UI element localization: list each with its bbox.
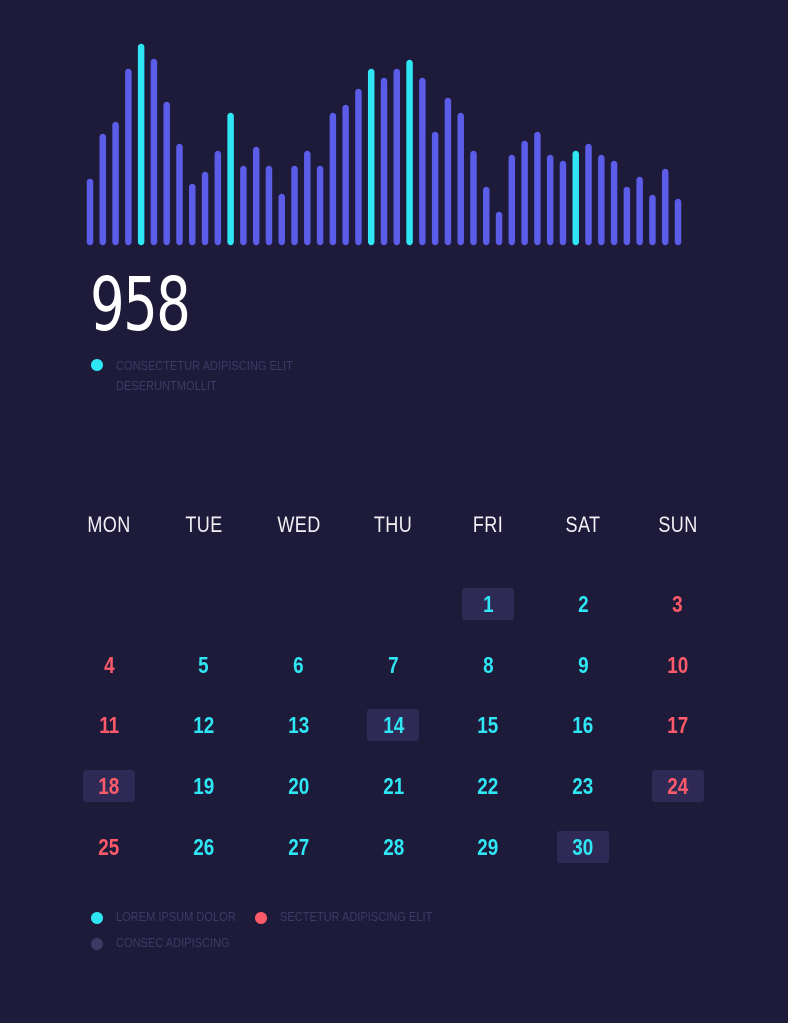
calendar-day-22[interactable]: 22 [477, 773, 499, 800]
legend-dot [255, 912, 267, 924]
legend-dot [91, 912, 103, 924]
calendar-day-16[interactable]: 16 [572, 712, 594, 739]
bar-chart [86, 43, 682, 246]
calendar-day-29[interactable]: 29 [477, 833, 499, 860]
summary-value: 958 [90, 262, 191, 348]
summary-dot [91, 359, 103, 371]
calendar-day-19[interactable]: 19 [193, 773, 215, 800]
calendar-day-15[interactable]: 15 [477, 712, 499, 739]
calendar-day-11[interactable]: 11 [99, 712, 119, 739]
calendar-day-18[interactable]: 18 [83, 770, 135, 803]
legend-dot [91, 938, 103, 950]
weekday-header: MON TUE WED THU FRI SAT SUN [62, 512, 726, 542]
calendar-day-9[interactable]: 9 [577, 651, 589, 678]
calendar-day-21[interactable]: 21 [382, 773, 404, 800]
calendar-day-23[interactable]: 23 [572, 773, 594, 800]
calendar-day-25[interactable]: 25 [98, 833, 120, 860]
calendar-grid: 1 2 3 4 5 6 7 8 9 10 11 12 13 14 15 16 17 18 19 20 21 22 23 24 2… [62, 580, 726, 880]
weekday-tue: TUE [185, 512, 223, 537]
calendar-day-24[interactable]: 24 [651, 770, 704, 803]
calendar-day-28[interactable]: 28 [382, 833, 404, 860]
calendar-day-30[interactable]: 30 [557, 830, 609, 863]
calendar-day-6[interactable]: 6 [293, 651, 304, 678]
weekday-wed: WED [276, 512, 321, 537]
calendar-day-2[interactable]: 2 [577, 591, 589, 617]
legend-label: LOREM IPSUM DOLOR [116, 909, 236, 924]
calendar-day-5[interactable]: 5 [198, 651, 210, 678]
calendar-day-7[interactable]: 7 [388, 651, 399, 678]
weekday-sat: SAT [565, 512, 601, 537]
calendar-day-3[interactable]: 3 [672, 591, 684, 617]
calendar-day-27[interactable]: 27 [288, 833, 310, 860]
calendar-day-8[interactable]: 8 [482, 651, 494, 678]
calendar-day-12[interactable]: 12 [193, 712, 215, 739]
weekday-thu: THU [374, 512, 413, 537]
legend-label: SECTETUR ADIPISCING ELIT [280, 909, 433, 924]
calendar-day-20[interactable]: 20 [288, 773, 310, 800]
caption-line-1: CONSECTETUR ADIPISCING ELIT [116, 358, 293, 373]
weekday-mon: MON [87, 512, 131, 537]
calendar-day-13[interactable]: 13 [288, 712, 310, 739]
calendar-day-4[interactable]: 4 [103, 651, 115, 678]
legend-label: CONSEC ADIPISCING [116, 935, 230, 950]
calendar-day-1[interactable]: 1 [462, 588, 515, 620]
calendar-day-26[interactable]: 26 [193, 833, 215, 860]
weekday-fri: FRI [473, 512, 504, 537]
calendar-day-17[interactable]: 17 [667, 712, 689, 739]
calendar-day-10[interactable]: 10 [667, 651, 689, 678]
weekday-sun: SUN [658, 512, 698, 537]
calendar-day-14[interactable]: 14 [367, 709, 420, 742]
caption-line-2: DESERUNTMOLLIT [116, 378, 217, 393]
